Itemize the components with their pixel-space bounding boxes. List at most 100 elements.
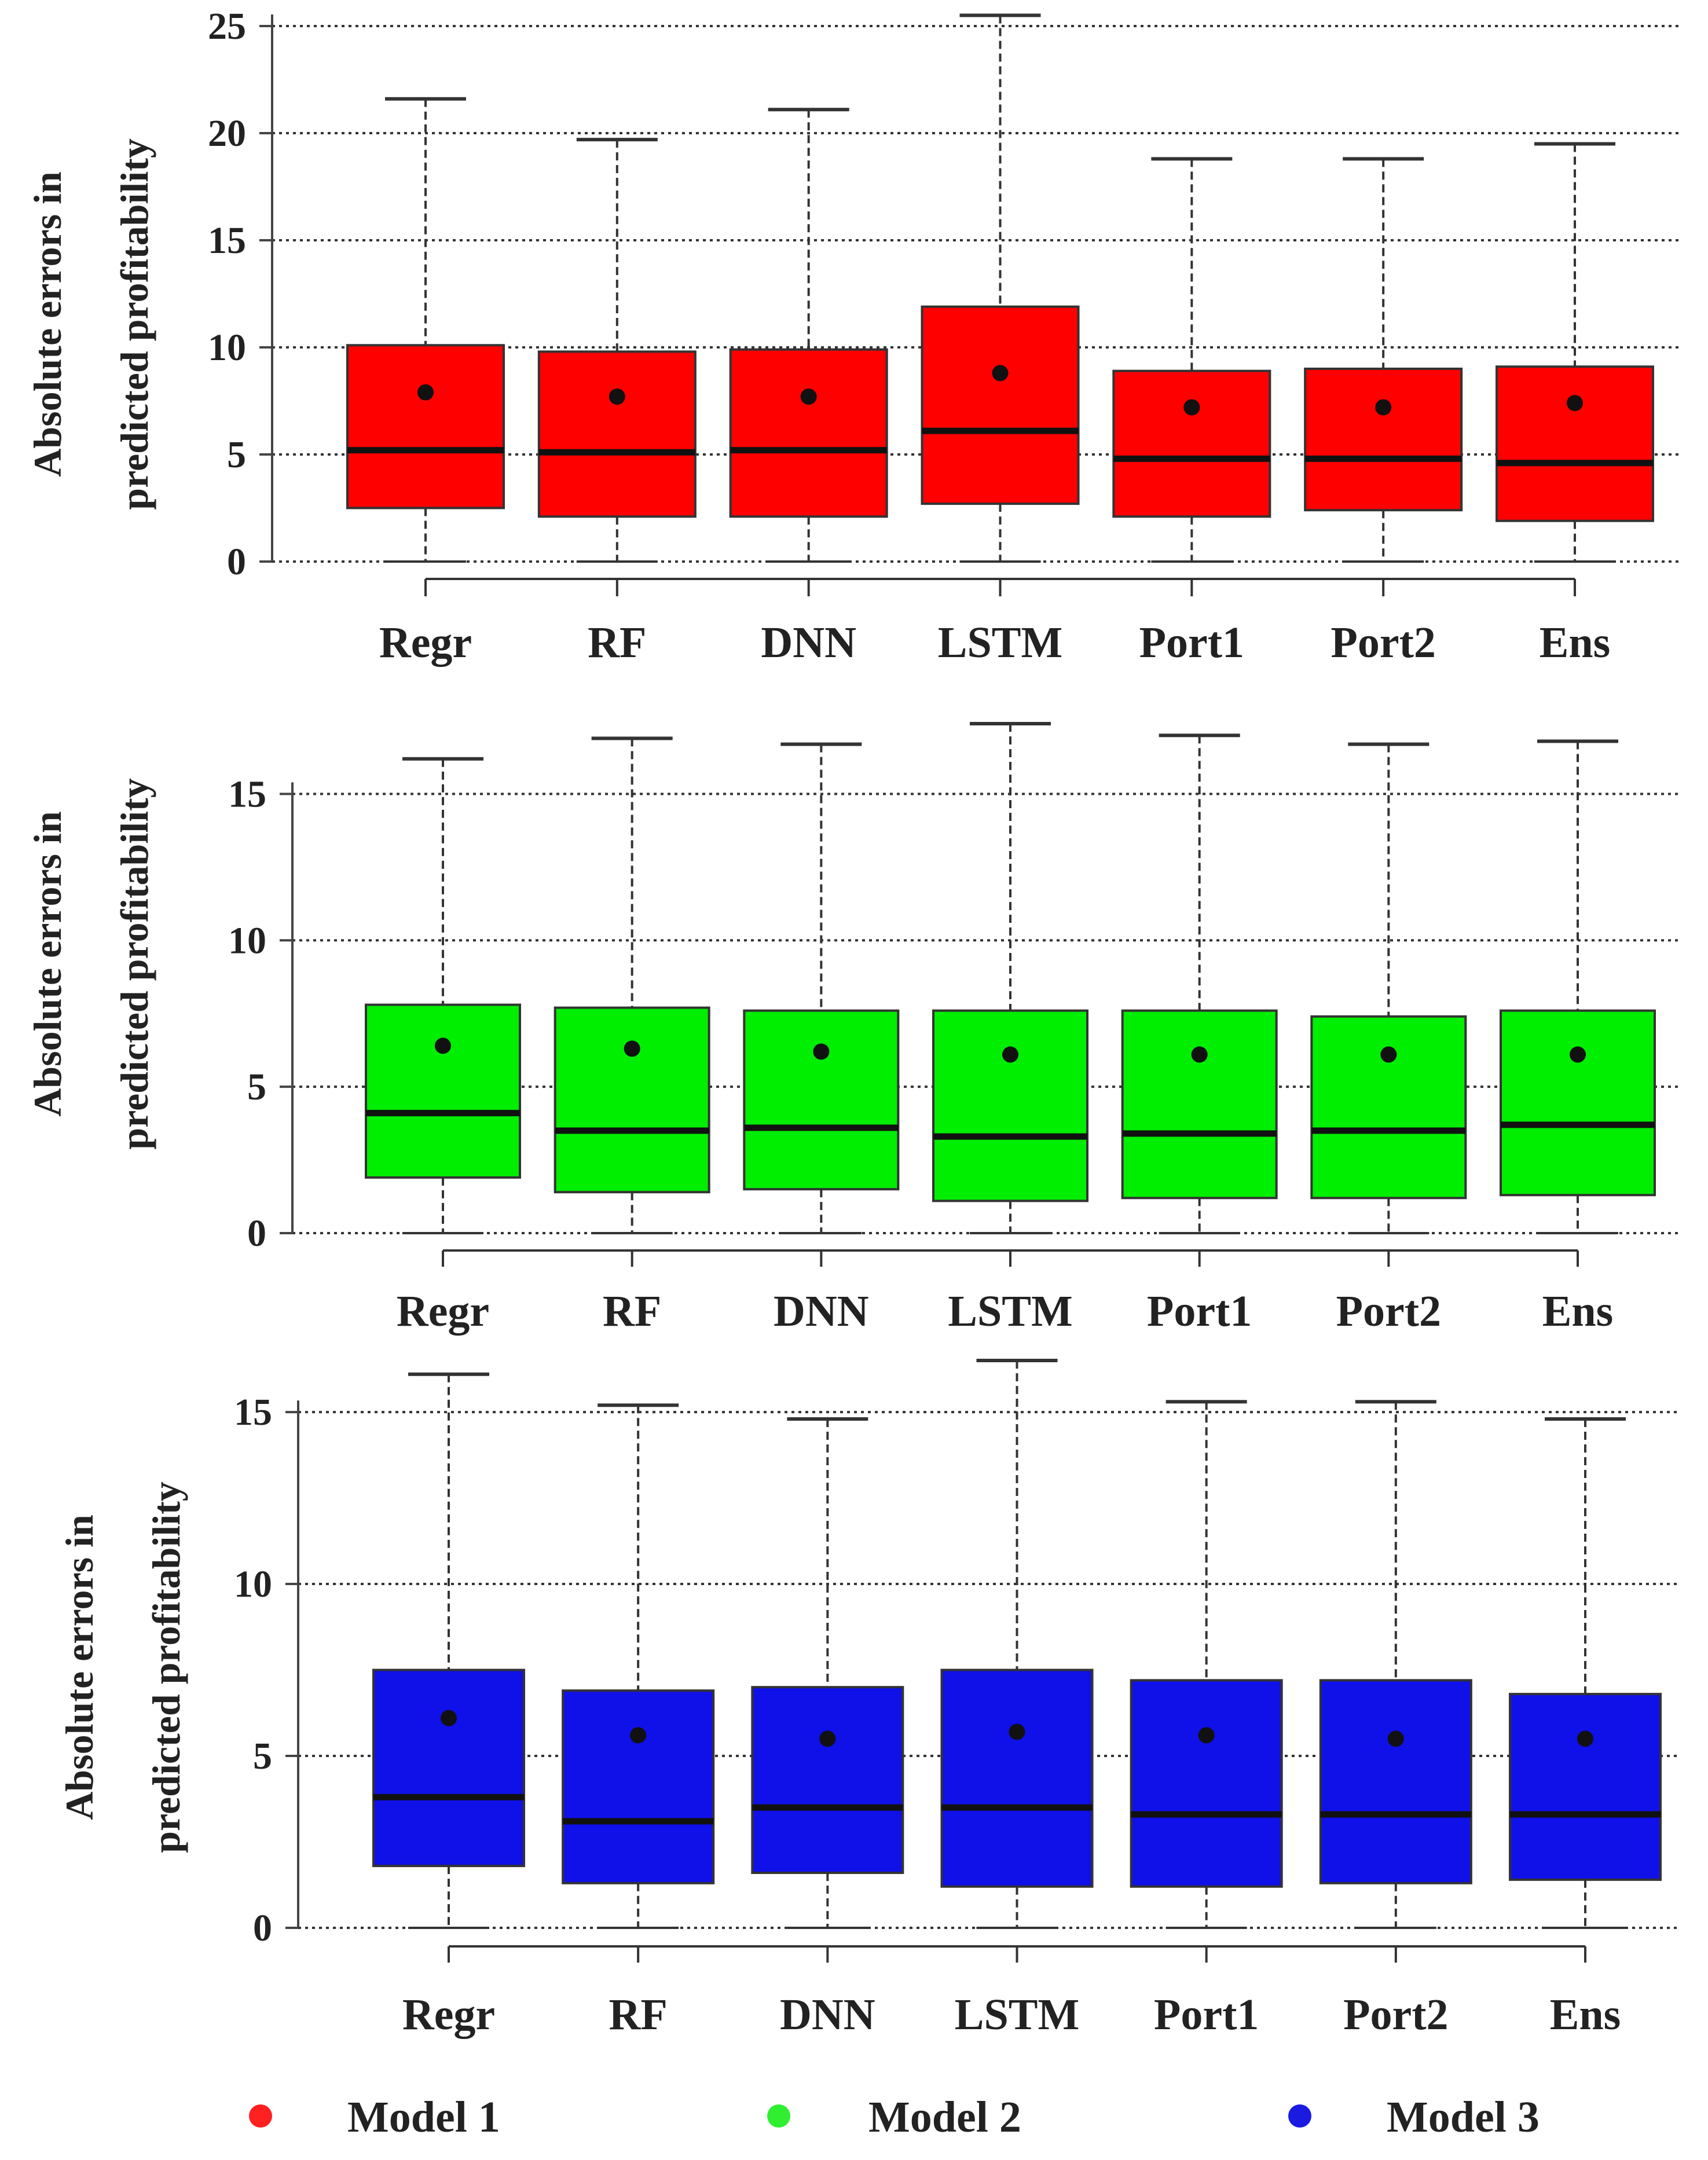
mean-marker (624, 1040, 640, 1057)
box-Port2 (1310, 742, 1467, 1234)
mean-marker (992, 365, 1009, 382)
mean-marker (813, 1043, 830, 1060)
panel-2: 0 5 10 15 Absolute errors in predicted profit… (25, 722, 1679, 1336)
legend-marker (1288, 2104, 1311, 2128)
legend-label: Model 1 (347, 2093, 500, 2141)
x-tick-label: RF (603, 1287, 661, 1336)
y-tick-label: 5 (247, 1066, 266, 1108)
box-Regr (365, 757, 521, 1234)
box-iqr (1509, 1693, 1662, 1881)
box-iqr (940, 1668, 1094, 1888)
mean-marker (1375, 399, 1392, 416)
x-tick-label: Port1 (1154, 1990, 1259, 2039)
y-axis-title-line-2: predicted profitability (112, 138, 156, 510)
box-Port1 (1130, 1400, 1283, 1929)
box-DNN (729, 108, 888, 563)
box-iqr (932, 1009, 1088, 1202)
box-iqr (1112, 369, 1271, 518)
box-iqr (1130, 1679, 1283, 1888)
panel-3: 0 5 10 15 Absolute errors in predicted profit… (57, 1359, 1679, 2039)
y-tick-label: 0 (227, 541, 246, 583)
box-iqr (921, 305, 1080, 505)
box-iqr (751, 1686, 904, 1874)
y-axis-title-line-1: Absolute errors in (57, 1514, 101, 1820)
box-Ens (1509, 1417, 1662, 1929)
mean-marker (417, 384, 434, 401)
box-iqr (1319, 1679, 1472, 1884)
chart-panels: 0 5 10 15 20 25 Absolute errors in predicted pr… (25, 5, 1679, 2039)
mean-marker (1567, 395, 1583, 412)
box-iqr (1310, 1015, 1467, 1200)
y-tick-label: 10 (234, 1563, 272, 1605)
y-tick-label: 15 (208, 219, 246, 262)
y-axis-title-line-2: predicted profitability (112, 778, 156, 1150)
x-tick-label: Ens (1550, 1990, 1621, 2039)
mean-marker (435, 1037, 451, 1054)
x-tick-label: LSTM (948, 1287, 1072, 1336)
x-tick-label: Ens (1540, 618, 1611, 667)
legend-item-2: Model 2 (767, 2093, 1021, 2141)
box-RF (554, 736, 710, 1234)
x-tick-label: Port2 (1331, 618, 1435, 667)
box-DNN (743, 742, 900, 1234)
box-Port1 (1112, 157, 1271, 563)
legend-item-3: Model 3 (1288, 2093, 1540, 2141)
mean-marker (1009, 1723, 1025, 1740)
legend-label: Model 2 (868, 2093, 1021, 2141)
x-tick-label: Port2 (1336, 1287, 1441, 1336)
box-iqr (729, 348, 888, 518)
mean-marker (1191, 1046, 1208, 1063)
x-tick-label: Regr (402, 1990, 495, 2039)
mean-marker (1387, 1730, 1404, 1747)
mean-marker (630, 1727, 647, 1744)
y-tick-label: 10 (208, 327, 246, 369)
x-tick-label: Regr (379, 618, 472, 667)
box-iqr (743, 1009, 900, 1191)
box-LSTM (940, 1359, 1094, 1929)
box-Port2 (1304, 157, 1463, 563)
y-tick-label: 20 (208, 112, 246, 155)
box-DNN (751, 1417, 904, 1929)
panel-1: 0 5 10 15 20 25 Absolute errors in predicted pr… (25, 5, 1679, 667)
legend-marker (767, 2104, 790, 2128)
x-tick-label: DNN (761, 618, 856, 667)
box-RF (562, 1403, 715, 1929)
box-Ens (1500, 739, 1656, 1234)
box-iqr (365, 1003, 521, 1179)
y-tick-label: 10 (228, 919, 266, 962)
x-tick-label: Ens (1542, 1287, 1614, 1336)
mean-marker (609, 388, 625, 405)
x-tick-label: DNN (780, 1990, 875, 2039)
legend: Model 1 Model 2 Model 3 (249, 2093, 1540, 2141)
box-Port2 (1319, 1400, 1472, 1929)
y-tick-label: 5 (253, 1735, 272, 1777)
box-Ens (1496, 142, 1654, 563)
box-iqr (1304, 368, 1463, 512)
y-tick-label: 15 (228, 773, 266, 815)
box-iqr (1121, 1009, 1278, 1200)
x-tick-label: Port1 (1139, 618, 1244, 667)
x-tick-label: Port2 (1343, 1990, 1448, 2039)
box-iqr (372, 1668, 525, 1868)
legend-item-1: Model 1 (249, 2093, 500, 2141)
box-RF (537, 138, 697, 563)
mean-marker (441, 1710, 457, 1726)
x-tick-label: Regr (397, 1287, 489, 1336)
mean-marker (1577, 1730, 1593, 1747)
legend-marker (249, 2104, 272, 2128)
mean-marker (819, 1730, 836, 1747)
y-tick-label: 0 (253, 1907, 272, 1949)
box-LSTM (932, 722, 1088, 1234)
box-iqr (1500, 1009, 1656, 1197)
x-tick-label: Port1 (1147, 1287, 1252, 1336)
y-tick-label: 15 (234, 1391, 272, 1433)
mean-marker (1198, 1727, 1215, 1744)
mean-marker (1183, 399, 1200, 416)
x-tick-label: DNN (774, 1287, 869, 1336)
box-Port1 (1121, 734, 1278, 1234)
x-tick-label: RF (609, 1990, 668, 2039)
box-iqr (346, 344, 505, 509)
box-iqr (554, 1006, 710, 1194)
mean-marker (1380, 1046, 1397, 1063)
x-tick-label: RF (588, 618, 646, 667)
